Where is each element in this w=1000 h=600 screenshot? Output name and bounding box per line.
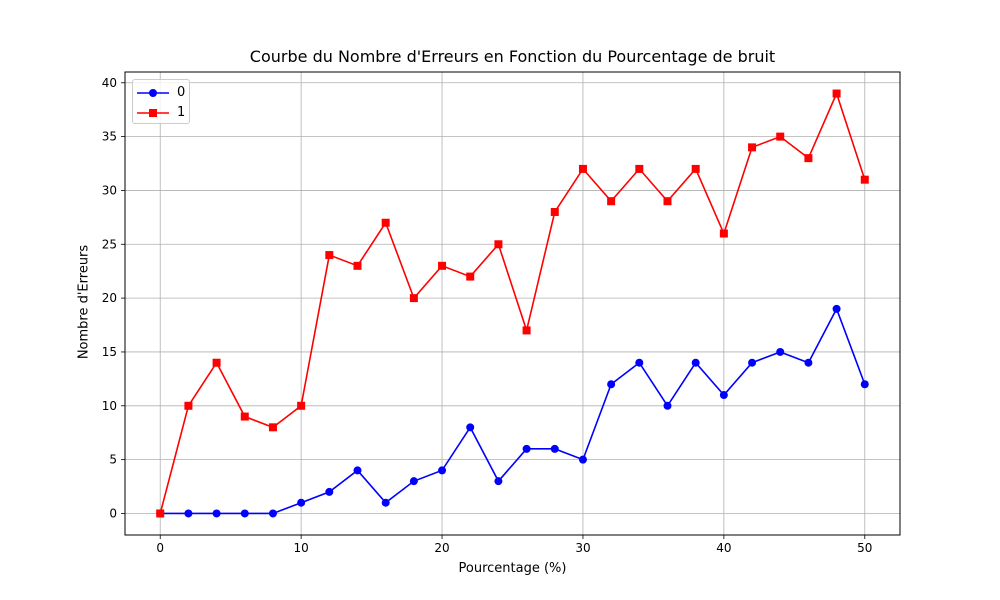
data-point-1 [297,401,306,410]
data-point-0 [466,423,475,432]
series-line-1 [159,91,866,514]
data-point-0 [663,401,672,410]
data-point-1 [494,240,503,249]
x-tick-label: 0 [156,541,164,555]
data-point-1 [353,261,362,270]
data-point-0 [409,477,418,486]
data-point-1 [268,423,277,432]
data-point-0 [353,466,362,475]
y-tick-label: 15 [102,345,117,359]
series-line-0 [160,306,866,515]
y-tick-label: 30 [102,183,117,197]
data-point-0 [184,509,193,518]
data-point-1 [184,401,193,410]
data-point-0 [635,358,644,367]
data-point-1 [438,261,447,270]
data-point-1 [466,272,475,281]
data-point-0 [691,358,700,367]
data-point-0 [607,380,616,389]
data-point-0 [494,477,503,486]
legend: 0 1 [132,79,190,124]
data-point-0 [748,358,757,367]
data-point-0 [240,509,249,518]
data-point-0 [776,347,785,356]
data-point-0 [522,444,531,453]
x-axis-label: Pourcentage (%) [458,561,567,576]
data-point-0 [550,444,559,453]
legend-label-1: 1 [177,104,186,120]
y-tick-label: 25 [102,237,117,251]
data-point-1 [325,251,334,260]
data-point-1 [522,326,531,335]
data-point-1 [550,207,559,216]
legend-entry-0: 0 [137,82,185,102]
data-point-1 [409,294,418,303]
y-tick-label: 40 [102,76,117,90]
data-point-1 [719,229,728,238]
data-point-1 [748,143,757,152]
y-tick-label: 10 [102,399,117,413]
data-point-1 [381,218,390,227]
data-point-0 [860,380,869,389]
data-point-1 [156,509,165,518]
data-point-1 [691,164,700,173]
data-point-0 [212,509,221,518]
data-point-0 [297,498,306,507]
data-point-1 [240,412,249,421]
data-point-1 [860,175,869,184]
data-point-0 [832,304,841,313]
data-point-0 [325,487,334,496]
series-layer [156,89,869,518]
data-point-0 [578,455,587,464]
x-tick-label: 20 [434,541,449,555]
data-point-1 [804,154,813,163]
data-point-0 [804,358,813,367]
grid [125,72,900,535]
y-tick-label: 35 [102,130,117,144]
data-point-0 [381,498,390,507]
plot-frame [124,71,901,536]
data-point-0 [268,509,277,518]
data-point-1 [212,358,221,367]
legend-entry-1: 1 [137,102,185,122]
data-point-1 [832,89,841,98]
y-tick-label: 20 [102,291,117,305]
legend-label-0: 0 [177,84,186,100]
legend-swatch-1 [137,105,169,119]
x-tick-label: 30 [575,541,590,555]
y-tick-label: 5 [109,453,117,467]
chart-title: Courbe du Nombre d'Erreurs en Fonction d… [249,47,776,66]
legend-swatch-0 [137,85,169,99]
data-point-1 [635,164,644,173]
data-point-0 [719,391,728,400]
x-tick-label: 40 [716,541,731,555]
data-point-1 [663,197,672,206]
data-point-1 [607,197,616,206]
data-point-1 [776,132,785,141]
y-tick-label: 0 [109,506,117,520]
x-tick-label: 50 [857,541,872,555]
x-tick-label: 10 [293,541,308,555]
data-point-1 [578,164,587,173]
data-point-0 [438,466,447,475]
